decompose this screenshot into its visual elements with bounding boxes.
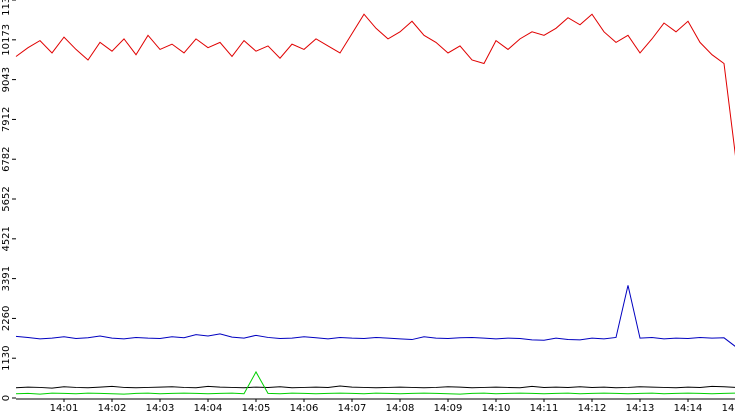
x-tick-label: 14:01	[50, 403, 79, 414]
x-tick-label: 14:11	[530, 403, 559, 414]
x-tick-label: 14:04	[194, 403, 223, 414]
x-tick-label: 14:10	[482, 403, 511, 414]
y-tick-label: 4521	[1, 226, 12, 251]
y-tick-label: 7912	[1, 107, 12, 132]
x-tick-label: 14:02	[98, 403, 127, 414]
y-tick-label: 10173	[1, 24, 12, 56]
y-tick-label: 9043	[1, 67, 12, 92]
series-line	[15, 370, 735, 395]
y-tick-label: 3391	[1, 266, 12, 291]
y-tick-label: 5652	[1, 186, 12, 211]
x-tick-label: 14:12	[578, 403, 607, 414]
series-line	[15, 13, 735, 157]
x-tick-label: 14:06	[290, 403, 319, 414]
y-tick-label: 2260	[1, 306, 12, 331]
y-tick-label: 1130	[1, 345, 12, 370]
series-line	[15, 285, 735, 347]
y-tick-label: 11304	[1, 0, 12, 16]
x-tick-label: 14:05	[242, 403, 271, 414]
x-tick-label: 14:15	[722, 403, 735, 414]
x-tick-label: 14:13	[626, 403, 655, 414]
x-tick-label: 14:07	[338, 403, 367, 414]
x-tick-label: 14:03	[146, 403, 175, 414]
y-tick-label: 6782	[1, 146, 12, 171]
x-tick-label: 14:14	[674, 403, 703, 414]
x-tick-label: 14:08	[386, 403, 415, 414]
x-tick-label: 14:09	[434, 403, 463, 414]
series-line	[15, 385, 735, 389]
y-tick-label: 0	[1, 395, 12, 401]
